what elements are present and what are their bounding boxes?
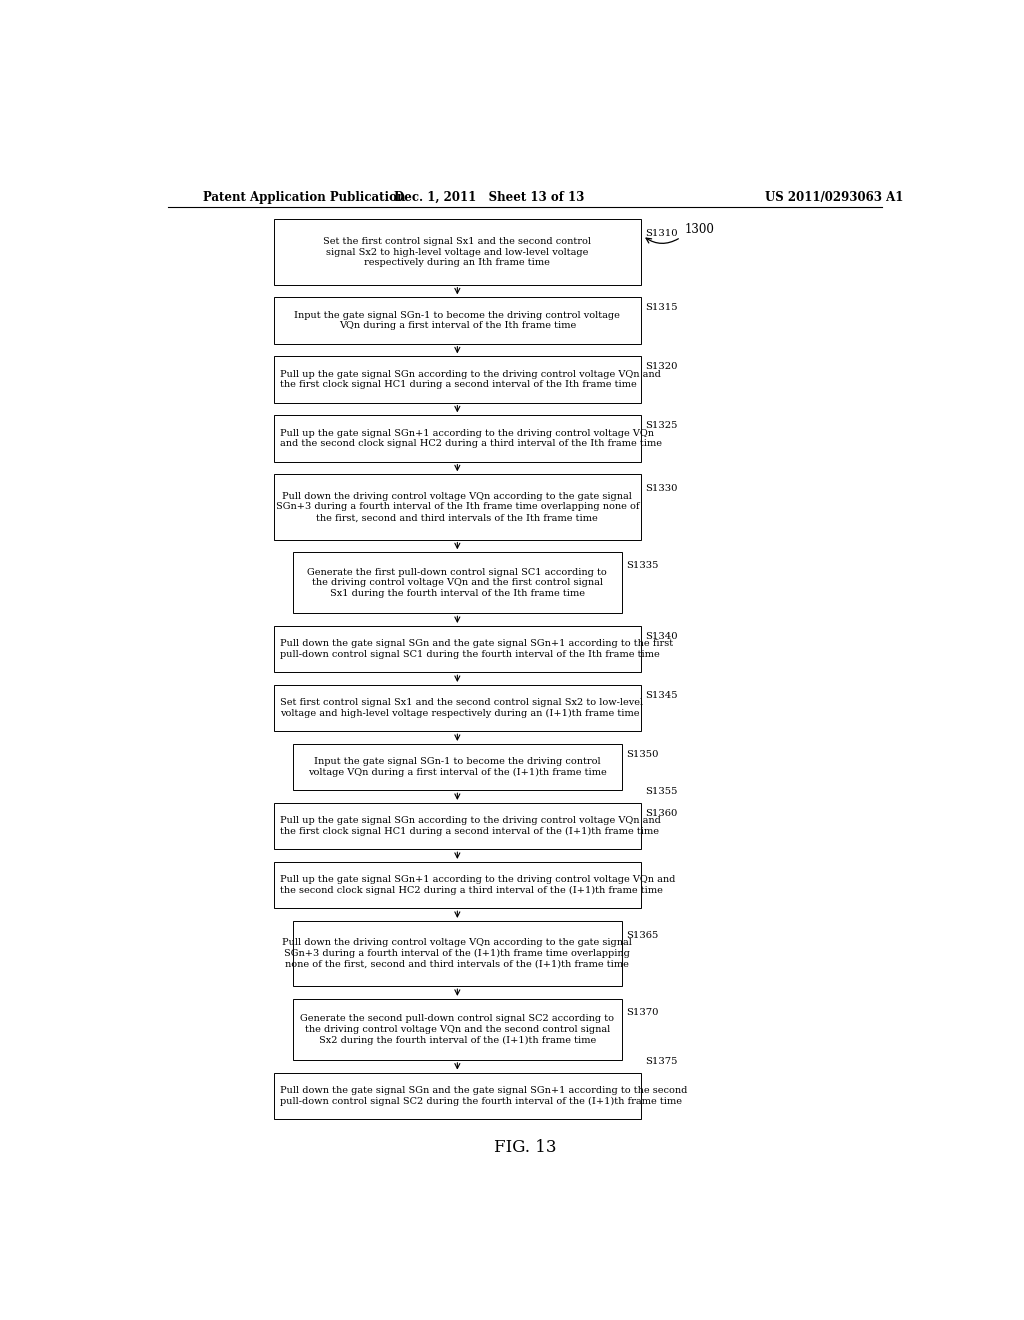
Text: US 2011/0293063 A1: US 2011/0293063 A1	[765, 190, 903, 203]
Text: S1320: S1320	[645, 362, 678, 371]
Text: Input the gate signal SGn-1 to become the driving control
voltage VQn during a f: Input the gate signal SGn-1 to become th…	[308, 758, 606, 777]
FancyBboxPatch shape	[273, 1073, 641, 1119]
FancyBboxPatch shape	[273, 474, 641, 540]
Text: Dec. 1, 2011   Sheet 13 of 13: Dec. 1, 2011 Sheet 13 of 13	[394, 190, 585, 203]
Text: S1370: S1370	[626, 1007, 658, 1016]
Text: S1365: S1365	[626, 931, 658, 940]
FancyBboxPatch shape	[293, 999, 622, 1060]
Text: S1360: S1360	[645, 809, 678, 817]
Text: Set the first control signal Sx1 and the second control
signal Sx2 to high-level: Set the first control signal Sx1 and the…	[324, 236, 591, 267]
Text: S1355: S1355	[645, 787, 678, 796]
FancyBboxPatch shape	[273, 685, 641, 731]
Text: Generate the second pull-down control signal SC2 according to
the driving contro: Generate the second pull-down control si…	[300, 1014, 614, 1044]
Text: 1300: 1300	[685, 223, 715, 236]
Text: Pull down the gate signal SGn and the gate signal SGn+1 according to the first
p: Pull down the gate signal SGn and the ga…	[280, 639, 673, 659]
Text: Pull down the gate signal SGn and the gate signal SGn+1 according to the second
: Pull down the gate signal SGn and the ga…	[280, 1086, 687, 1106]
FancyBboxPatch shape	[273, 356, 641, 403]
Text: S1375: S1375	[645, 1056, 678, 1065]
FancyBboxPatch shape	[273, 219, 641, 285]
FancyBboxPatch shape	[293, 552, 622, 614]
Text: Pull up the gate signal SGn+1 according to the driving control voltage VQn
and t: Pull up the gate signal SGn+1 according …	[280, 429, 662, 449]
FancyBboxPatch shape	[273, 297, 641, 343]
Text: Pull up the gate signal SGn+1 according to the driving control voltage VQn and
t: Pull up the gate signal SGn+1 according …	[280, 875, 676, 895]
Text: Set first control signal Sx1 and the second control signal Sx2 to low-level
volt: Set first control signal Sx1 and the sec…	[280, 698, 643, 718]
Text: FIG. 13: FIG. 13	[494, 1139, 556, 1156]
Text: S1340: S1340	[645, 632, 678, 640]
FancyBboxPatch shape	[293, 744, 622, 791]
Text: S1325: S1325	[645, 421, 678, 430]
Text: Pull up the gate signal SGn according to the driving control voltage VQn and
the: Pull up the gate signal SGn according to…	[280, 370, 660, 389]
Text: Pull down the driving control voltage VQn according to the gate signal
SGn+3 dur: Pull down the driving control voltage VQ…	[275, 491, 639, 523]
Text: Pull up the gate signal SGn according to the driving control voltage VQn and
the: Pull up the gate signal SGn according to…	[280, 816, 660, 836]
FancyBboxPatch shape	[273, 803, 641, 849]
Text: Patent Application Publication: Patent Application Publication	[204, 190, 406, 203]
Text: S1310: S1310	[645, 230, 678, 238]
Text: Generate the first pull-down control signal SC1 according to
the driving control: Generate the first pull-down control sig…	[307, 568, 607, 598]
Text: S1345: S1345	[645, 690, 678, 700]
FancyBboxPatch shape	[293, 921, 622, 986]
Text: Input the gate signal SGn-1 to become the driving control voltage
VQn during a f: Input the gate signal SGn-1 to become th…	[295, 310, 621, 330]
Text: S1315: S1315	[645, 304, 678, 312]
Text: S1330: S1330	[645, 484, 678, 494]
FancyBboxPatch shape	[273, 626, 641, 672]
Text: S1335: S1335	[626, 561, 658, 570]
FancyBboxPatch shape	[273, 862, 641, 908]
FancyBboxPatch shape	[273, 416, 641, 462]
Text: S1350: S1350	[626, 750, 658, 759]
Text: Pull down the driving control voltage VQn according to the gate signal
SGn+3 dur: Pull down the driving control voltage VQ…	[283, 939, 632, 969]
